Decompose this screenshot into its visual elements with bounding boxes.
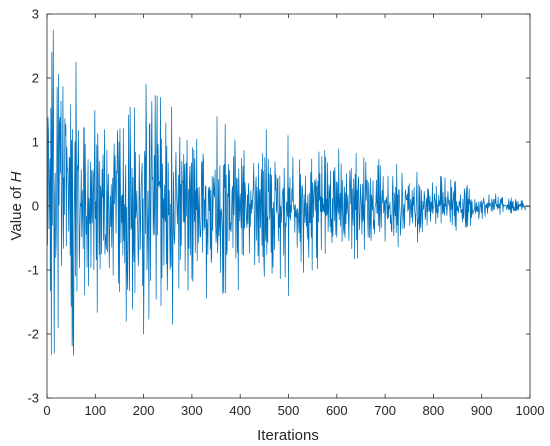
y-tick-label: -3 <box>27 391 39 406</box>
x-tick-label: 500 <box>278 403 300 418</box>
x-tick-label: 300 <box>181 403 203 418</box>
x-tick-label: 100 <box>84 403 106 418</box>
y-tick-label: 3 <box>32 7 39 22</box>
x-tick-label: 900 <box>471 403 493 418</box>
y-axis-label-variable: H <box>8 171 25 182</box>
series-line <box>47 29 531 356</box>
y-tick-label: 1 <box>32 135 39 150</box>
y-tick-label: -1 <box>27 263 39 278</box>
x-tick-label: 700 <box>374 403 396 418</box>
x-axis-ticks: 0 100 200 300 400 500 600 700 800 900 1000 <box>43 14 544 418</box>
x-tick-label: 600 <box>326 403 348 418</box>
series-group <box>47 29 531 356</box>
x-axis-label: Iterations <box>257 427 319 444</box>
x-tick-label: 0 <box>43 403 50 418</box>
x-tick-label: 1000 <box>516 403 545 418</box>
y-tick-label: -2 <box>27 327 39 342</box>
y-axis-label: Value of H <box>8 171 25 240</box>
y-tick-label: 0 <box>32 199 39 214</box>
x-tick-label: 800 <box>423 403 445 418</box>
y-axis-ticks: -3 -2 -1 0 1 2 3 <box>27 7 530 406</box>
x-tick-label: 400 <box>229 403 251 418</box>
x-tick-label: 200 <box>133 403 155 418</box>
y-axis-label-prefix: Value of <box>8 182 25 240</box>
y-tick-label: 2 <box>32 71 39 86</box>
